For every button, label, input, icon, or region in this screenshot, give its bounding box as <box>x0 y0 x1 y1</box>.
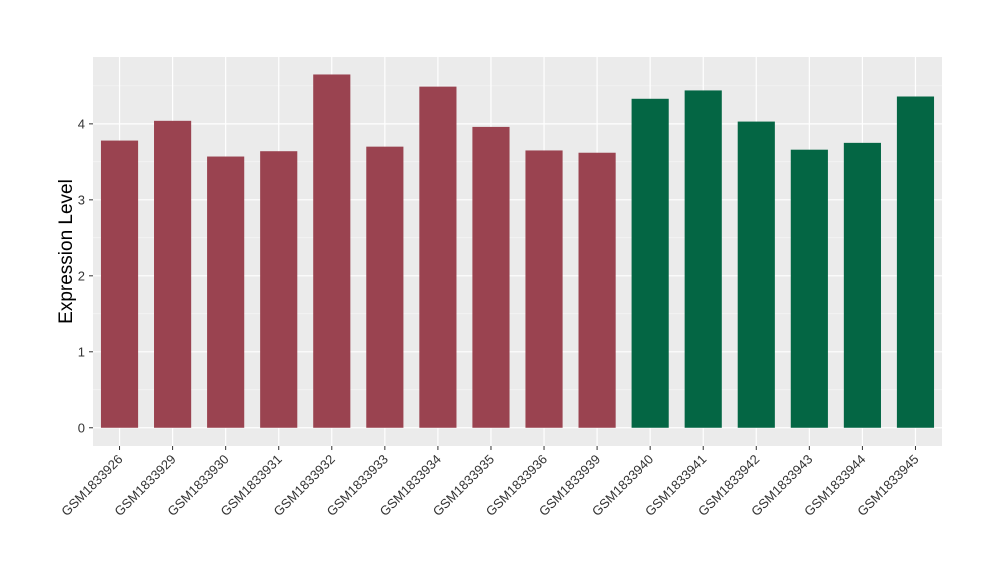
y-tick-label: 2 <box>78 268 85 283</box>
bar <box>896 96 935 428</box>
bar <box>154 120 192 428</box>
y-tick-label: 0 <box>78 420 85 435</box>
bar <box>313 74 351 428</box>
bar <box>207 156 245 428</box>
y-axis: 0 1 2 3 4 <box>78 116 93 435</box>
y-tick-label: 4 <box>78 116 85 131</box>
bar <box>737 121 775 428</box>
x-axis: GSM1833926GSM1833929GSM1833930GSM1833931… <box>58 446 922 519</box>
bar <box>366 146 404 428</box>
bar <box>631 98 669 428</box>
bar <box>525 150 563 428</box>
bar <box>843 142 881 428</box>
y-axis-label: Expression Level <box>56 179 77 324</box>
bar <box>578 152 616 428</box>
bars <box>100 74 935 428</box>
y-tick-label: 3 <box>78 192 85 207</box>
bar <box>260 151 298 428</box>
bar <box>100 140 139 428</box>
bar <box>419 86 457 428</box>
bar <box>790 149 828 428</box>
bar <box>684 90 722 428</box>
y-tick-label: 1 <box>78 344 85 359</box>
bar <box>472 126 510 428</box>
